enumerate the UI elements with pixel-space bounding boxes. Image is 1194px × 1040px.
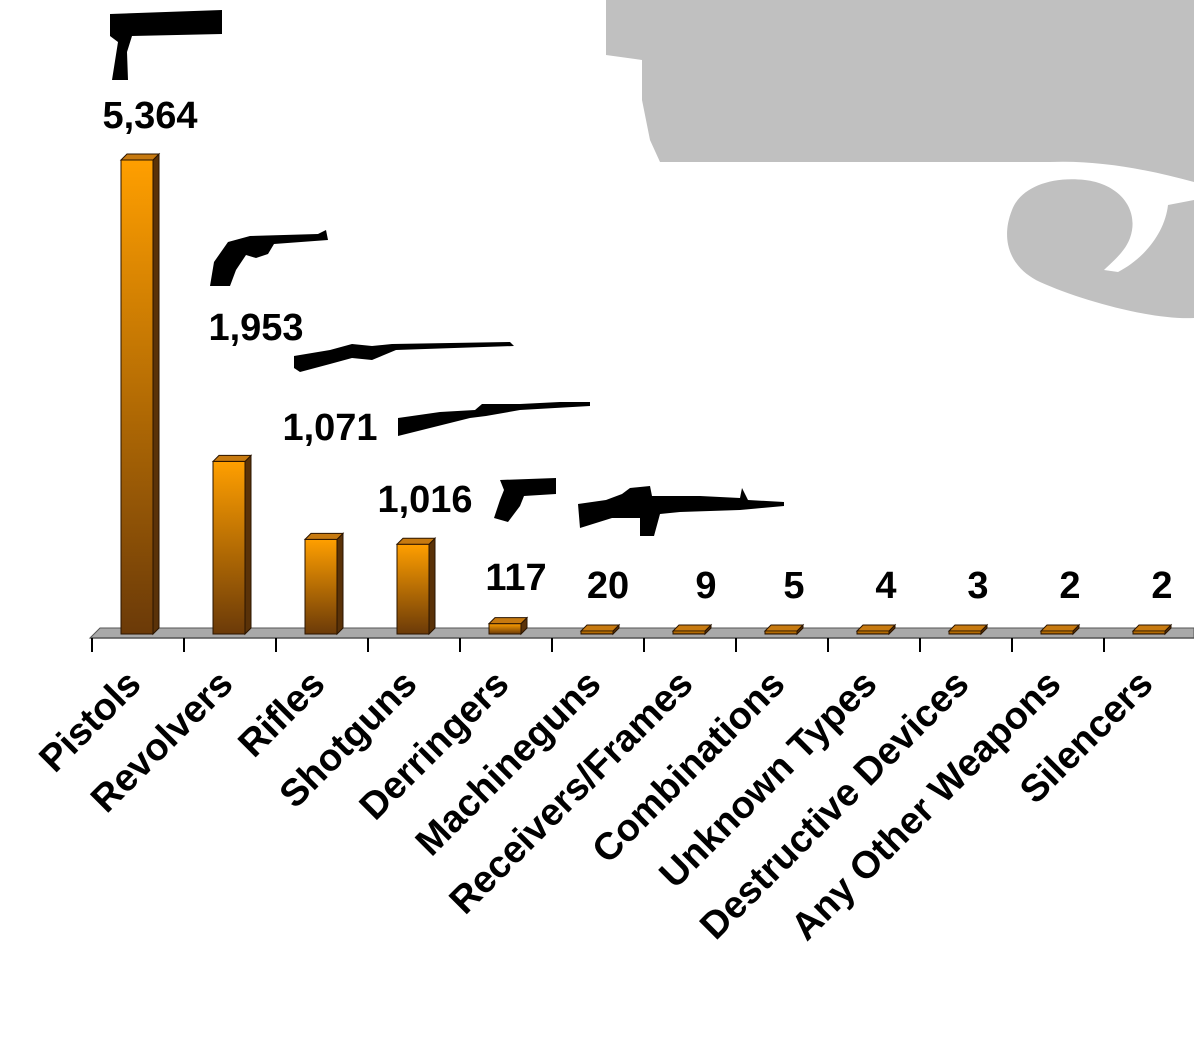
bar	[211, 454, 253, 636]
value-label: 2	[1151, 565, 1172, 607]
bar	[303, 532, 345, 636]
machinegun-icon	[578, 486, 784, 536]
rifle-icon	[294, 342, 514, 372]
bar	[1131, 623, 1173, 636]
value-label: 1,071	[282, 407, 377, 449]
chart-floor	[88, 627, 1194, 639]
shotgun-icon	[398, 402, 590, 436]
value-label: 5,364	[102, 95, 197, 137]
value-label: 3	[967, 565, 988, 607]
value-label: 1,953	[208, 307, 303, 349]
value-label: 4	[875, 565, 896, 607]
derringer-icon	[494, 478, 556, 522]
bar	[119, 152, 161, 636]
value-label: 5	[783, 565, 804, 607]
x-axis	[91, 638, 1105, 652]
value-label: 9	[695, 565, 716, 607]
bar	[947, 623, 989, 636]
value-label: 20	[587, 565, 629, 607]
bar	[1039, 623, 1081, 636]
pistol-icon	[110, 10, 222, 80]
bar	[855, 623, 897, 636]
bar	[395, 537, 437, 636]
bar	[671, 623, 713, 636]
bar	[579, 623, 621, 636]
value-label: 1,016	[377, 479, 472, 521]
revolver-icon	[210, 230, 328, 286]
background-pistol-icon	[606, 0, 1194, 319]
bar	[763, 623, 805, 636]
bar	[487, 616, 529, 636]
value-label: 2	[1059, 565, 1080, 607]
value-label: 117	[485, 557, 546, 599]
